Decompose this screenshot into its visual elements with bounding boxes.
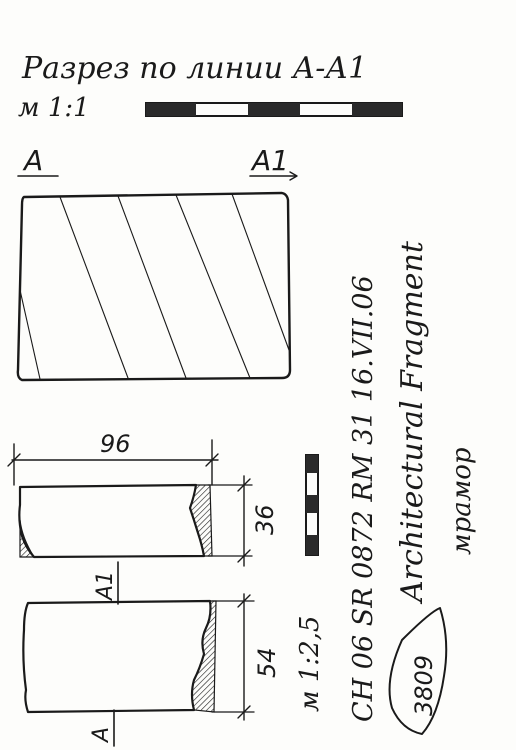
dimension-height-top-value: 36	[251, 504, 279, 535]
catalog-line-1: CH 06 SR 0872 RM 31 16.VII.06	[348, 275, 379, 722]
catalog-line-2: Architectural Fragment	[395, 240, 430, 605]
section-arrow-a1	[289, 171, 298, 181]
scale-bar-side	[305, 454, 319, 556]
section-profile	[16, 191, 292, 382]
scale-label-side: м 1:2,5	[295, 616, 325, 712]
drawing-title: Разрез по линии А-А1	[21, 51, 367, 86]
section-label-a1: А1	[250, 144, 289, 177]
lower-label-a1: А1	[93, 571, 118, 602]
catalog-number-shield: 3809	[388, 607, 448, 735]
lower-label-a: А	[89, 727, 114, 744]
upper-profile	[18, 483, 213, 559]
dimension-width	[7, 439, 219, 486]
dimension-width-value: 96	[100, 430, 131, 458]
catalog-line-3: мрамор	[447, 447, 477, 555]
lower-profile	[22, 599, 217, 714]
scale-bar-top	[145, 102, 403, 117]
dimension-height-top	[207, 475, 253, 567]
scale-label-top: м 1:1	[18, 93, 90, 123]
dimension-height-bottom-value: 54	[253, 647, 281, 678]
section-label-a: А	[22, 144, 43, 177]
dimension-height-bottom	[211, 593, 255, 721]
catalog-number: 3809	[410, 655, 438, 716]
